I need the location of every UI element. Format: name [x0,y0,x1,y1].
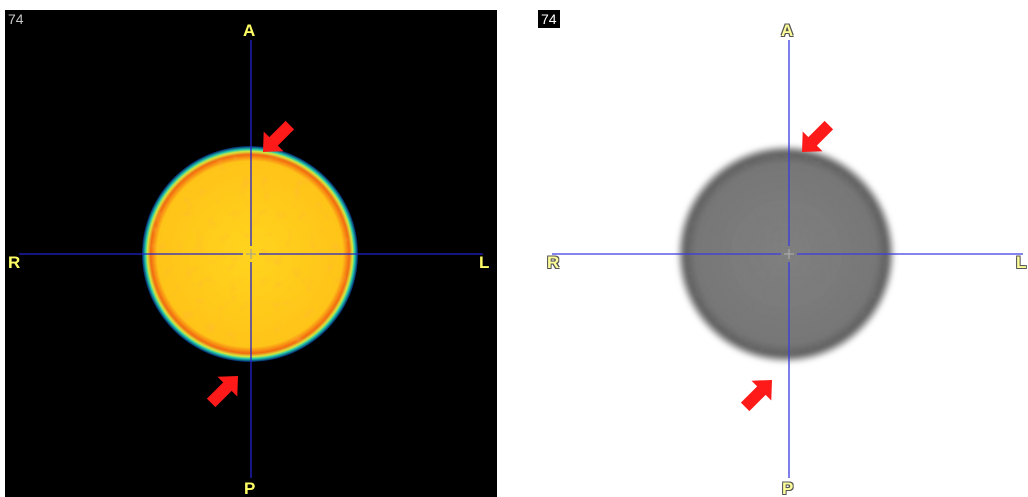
anterior-label: A [243,21,256,40]
left-label: L [479,253,490,272]
posterior-label: P [244,479,256,497]
left-image-canvas [19,40,483,478]
arrow-lower-left-icon [740,380,772,412]
crosshair[interactable] [19,40,483,478]
crosshair-center-icon [784,249,794,259]
right-label: R [8,253,21,272]
slice-number-label: 74 [8,11,24,27]
crosshair[interactable] [552,40,1023,478]
arrow-lower-left-icon [206,376,238,408]
anterior-label: A [781,21,794,40]
left-viewport[interactable]: 74 A P R L [5,10,497,497]
right-viewport[interactable]: 74 A P R L [538,10,1028,497]
left-label: L [1016,253,1027,272]
right-image-canvas [552,40,1023,478]
right-label: R [547,253,560,272]
arrow-upper-right-icon [263,120,295,152]
crosshair-center-icon [246,249,256,259]
arrow-upper-right-icon [802,120,834,152]
posterior-label: P [782,479,794,497]
slice-number-label: 74 [538,10,560,28]
